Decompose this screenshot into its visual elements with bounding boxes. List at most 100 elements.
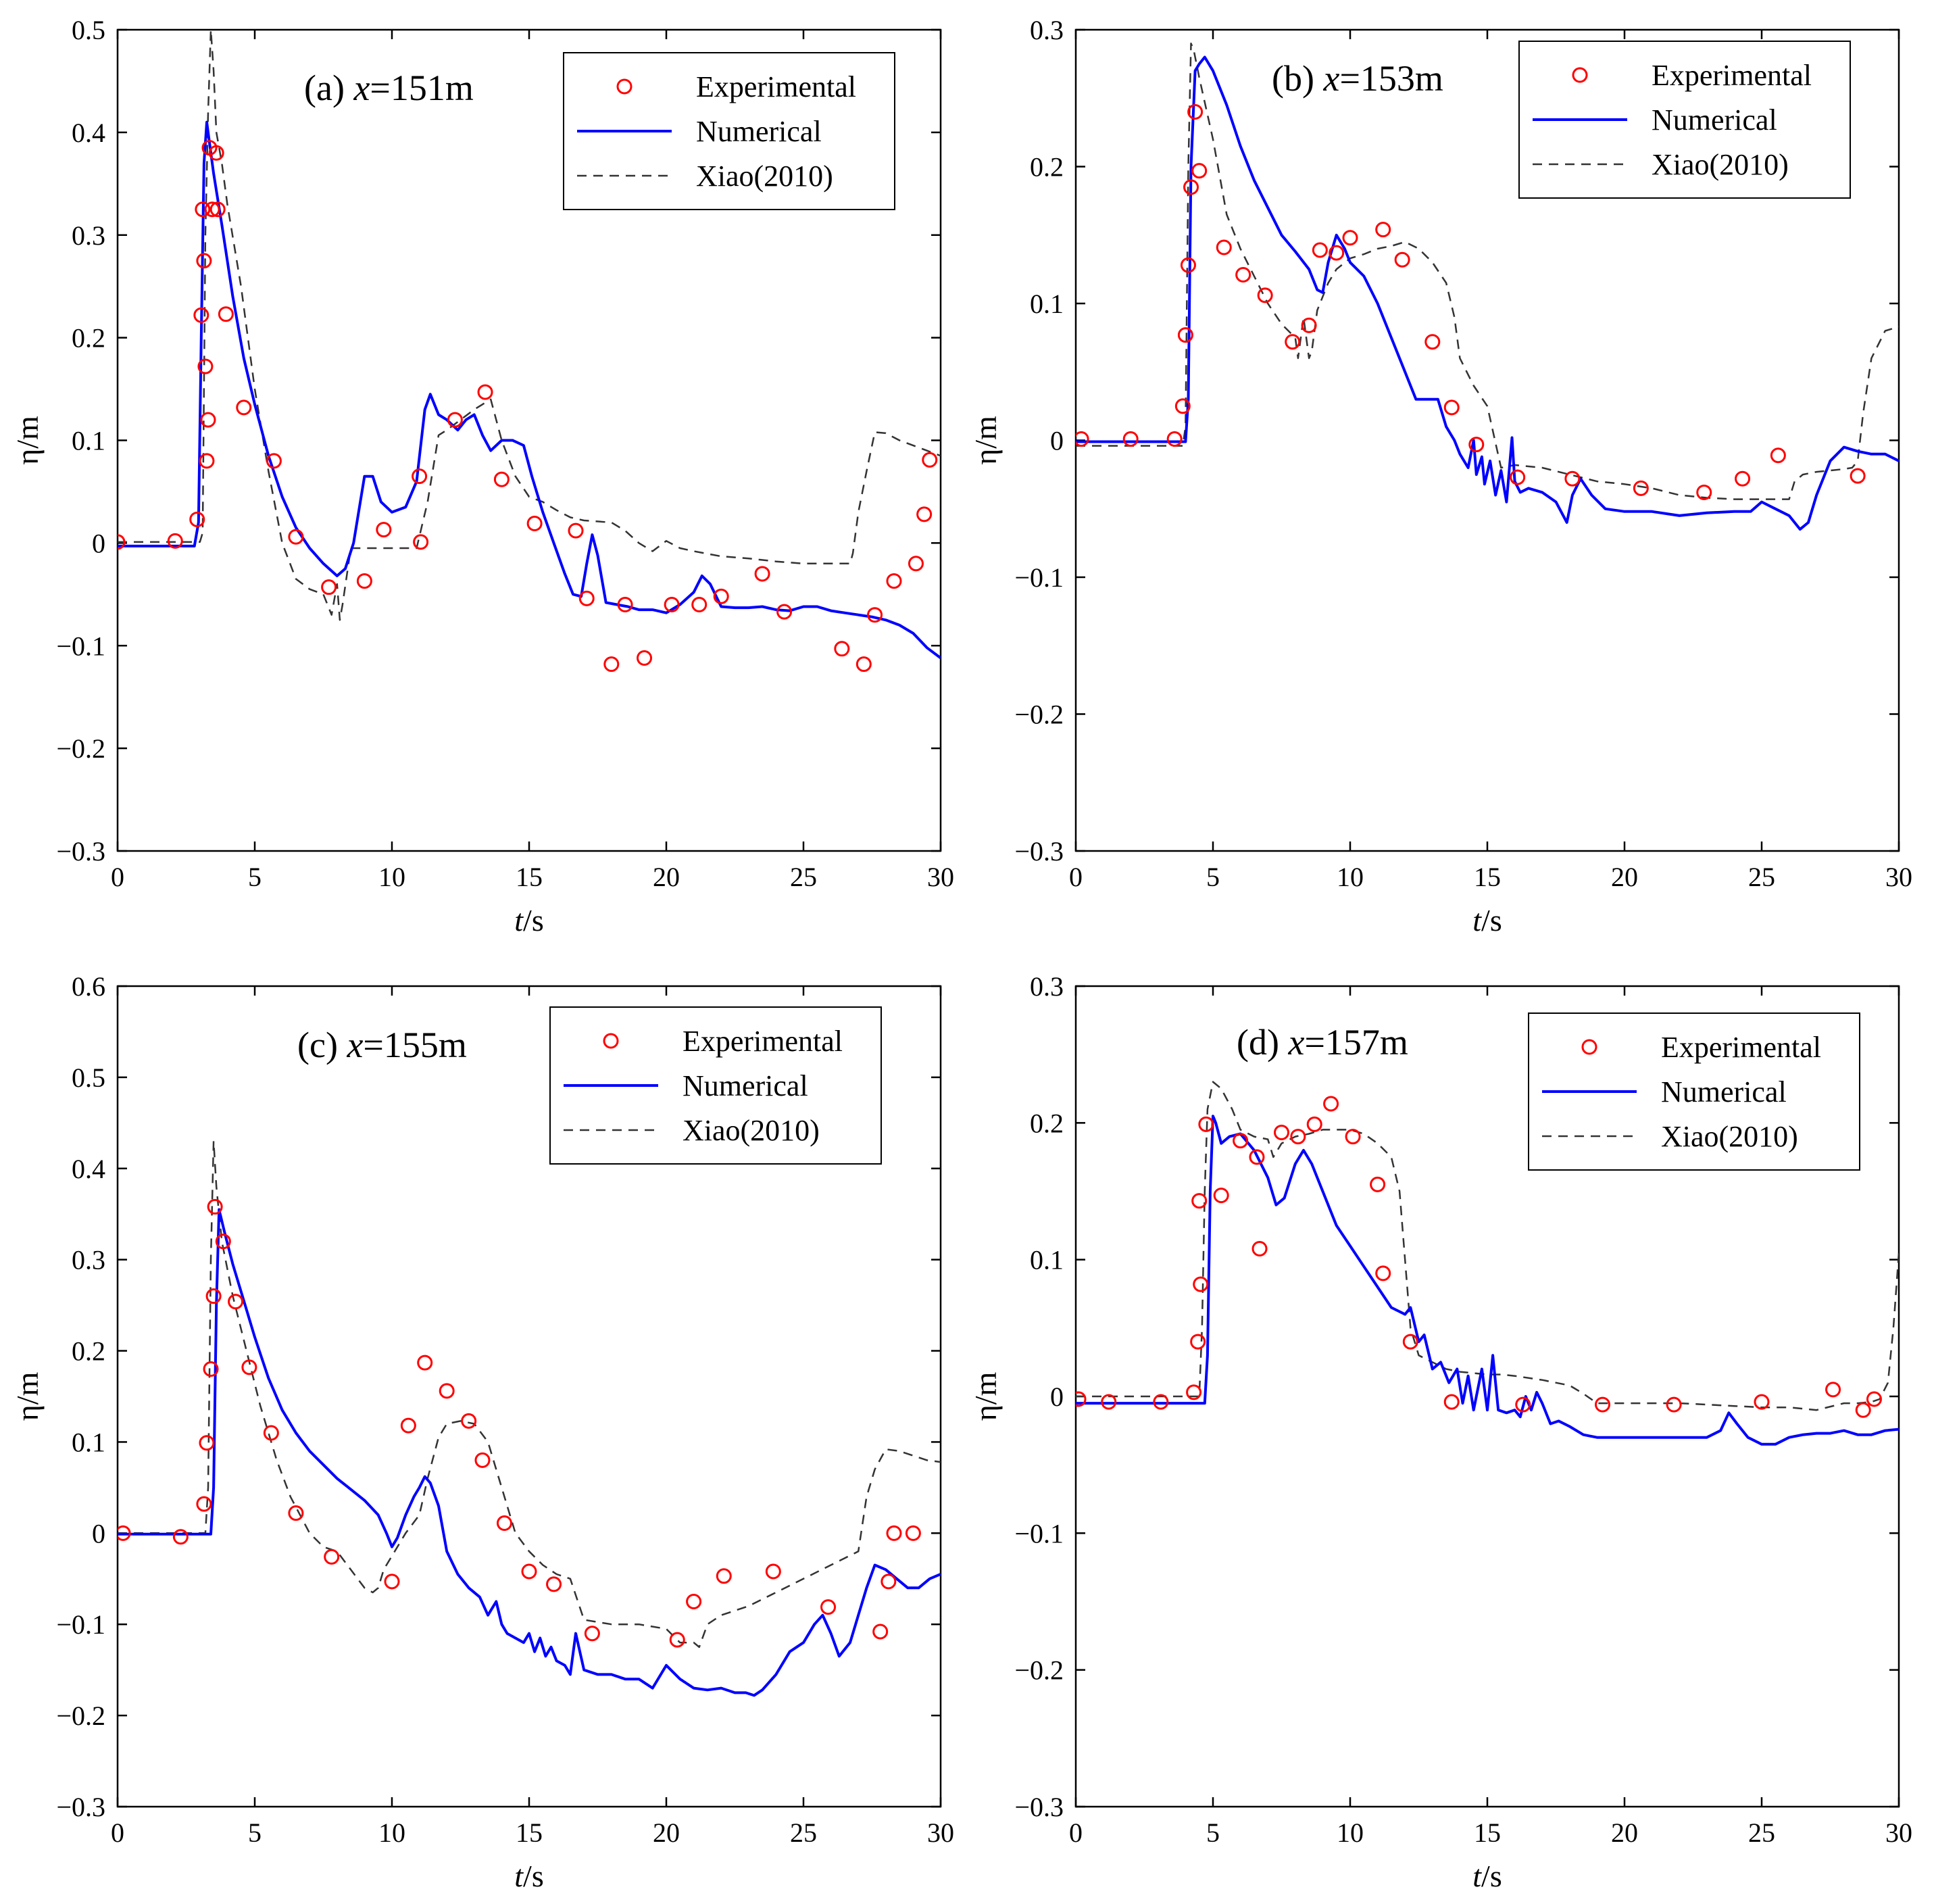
experimental-point bbox=[1290, 1129, 1306, 1145]
experimental-point bbox=[324, 1548, 340, 1565]
y-tick-label: −0.2 bbox=[1014, 700, 1064, 730]
x-tick-label: 5 bbox=[1206, 1817, 1220, 1848]
experimental-point bbox=[474, 1452, 491, 1468]
experimental-point bbox=[1257, 287, 1273, 303]
series-numerical-line bbox=[118, 120, 941, 660]
y-tick-label: −0.2 bbox=[56, 1701, 105, 1731]
x-axis-label: t/s bbox=[514, 903, 543, 937]
x-tick-label: 5 bbox=[248, 862, 262, 892]
y-axis-label: η/m bbox=[968, 416, 1003, 465]
series-xiao-line bbox=[1076, 1081, 1899, 1411]
experimental-point bbox=[1191, 163, 1208, 179]
experimental-point bbox=[1274, 1124, 1289, 1140]
experimental-point bbox=[1193, 1276, 1209, 1292]
y-tick-label: −0.3 bbox=[1014, 1792, 1064, 1822]
experimental-point bbox=[1216, 239, 1232, 255]
experimental-point bbox=[439, 1383, 455, 1399]
experimental-point bbox=[417, 1354, 433, 1371]
experimental-point bbox=[1825, 1382, 1841, 1398]
experimental-point bbox=[288, 529, 304, 545]
x-tick-label: 5 bbox=[248, 1817, 262, 1848]
legend-numerical-label: Numerical bbox=[1661, 1075, 1787, 1108]
experimental-point bbox=[1076, 431, 1089, 447]
experimental-point bbox=[1443, 1394, 1460, 1410]
experimental-point bbox=[209, 201, 226, 218]
experimental-point bbox=[1306, 1116, 1322, 1132]
experimental-point bbox=[1375, 222, 1391, 238]
experimental-point bbox=[1866, 1391, 1882, 1407]
experimental-point bbox=[200, 412, 216, 428]
experimental-point bbox=[1329, 245, 1345, 261]
experimental-point bbox=[1177, 327, 1193, 343]
experimental-point bbox=[1770, 447, 1786, 464]
experimental-point bbox=[637, 650, 653, 666]
x-tick-label: 0 bbox=[111, 1817, 124, 1848]
x-tick-label: 0 bbox=[1069, 1817, 1083, 1848]
experimental-point bbox=[288, 1505, 304, 1521]
y-tick-label: 0.2 bbox=[72, 1336, 105, 1367]
experimental-point bbox=[1402, 1334, 1418, 1350]
legend-xiao-label: Xiao(2010) bbox=[683, 1114, 820, 1147]
x-tick-label: 25 bbox=[1748, 1817, 1775, 1848]
experimental-point bbox=[1394, 251, 1410, 268]
plot-area bbox=[118, 1140, 941, 1697]
legend-numerical-label: Numerical bbox=[683, 1069, 808, 1102]
experimental-point bbox=[447, 412, 463, 428]
experimental-point bbox=[172, 1529, 189, 1545]
series-experimental bbox=[1076, 104, 1866, 500]
x-tick-label: 30 bbox=[927, 1817, 954, 1848]
experimental-point bbox=[1285, 334, 1301, 350]
legend-experimental-label: Experimental bbox=[683, 1025, 843, 1058]
experimental-point bbox=[526, 516, 543, 532]
legend-experimental-label: Experimental bbox=[696, 70, 856, 103]
y-tick-label: 0.2 bbox=[1030, 152, 1064, 182]
y-tick-label: 0.4 bbox=[72, 118, 105, 148]
experimental-point bbox=[412, 468, 428, 485]
experimental-point bbox=[872, 1624, 889, 1640]
experimental-point bbox=[207, 1198, 223, 1215]
experimental-point bbox=[1696, 484, 1712, 500]
x-tick-label: 0 bbox=[1069, 862, 1083, 892]
experimental-point bbox=[1101, 1394, 1117, 1410]
y-tick-label: 0.6 bbox=[72, 971, 105, 1002]
experimental-point bbox=[1370, 1176, 1386, 1192]
legend-xiao-label: Xiao(2010) bbox=[1661, 1120, 1798, 1153]
experimental-point bbox=[167, 533, 183, 549]
y-tick-label: −0.2 bbox=[1014, 1655, 1064, 1686]
experimental-point bbox=[856, 656, 872, 673]
y-axis-label: η/m bbox=[10, 416, 45, 465]
legend-xiao-label: Xiao(2010) bbox=[1652, 148, 1789, 181]
experimental-point bbox=[578, 590, 595, 606]
experimental-point bbox=[1166, 431, 1183, 447]
experimental-point bbox=[118, 534, 126, 550]
x-tick-label: 10 bbox=[1337, 1817, 1364, 1848]
panel-title: (c) x=155m bbox=[297, 1025, 467, 1065]
experimental-point bbox=[236, 399, 252, 416]
x-tick-label: 25 bbox=[790, 1817, 817, 1848]
experimental-point bbox=[1345, 1129, 1361, 1145]
x-tick-label: 25 bbox=[1748, 862, 1775, 892]
experimental-point bbox=[218, 306, 234, 322]
experimental-point bbox=[205, 1288, 222, 1304]
y-tick-label: 0 bbox=[92, 1518, 105, 1548]
y-tick-label: 0.2 bbox=[1030, 1108, 1064, 1138]
panel-title: (d) x=157m bbox=[1237, 1022, 1408, 1063]
experimental-point bbox=[356, 573, 372, 589]
experimental-point bbox=[1424, 334, 1441, 350]
y-axis-label: η/m bbox=[10, 1371, 45, 1421]
x-tick-label: 15 bbox=[516, 1817, 543, 1848]
panel-title: (b) x=153m bbox=[1272, 58, 1443, 99]
experimental-point bbox=[1235, 266, 1251, 283]
experimental-point bbox=[1213, 1188, 1229, 1204]
experimental-point bbox=[493, 471, 510, 487]
experimental-point bbox=[193, 307, 209, 323]
experimental-point bbox=[1754, 1394, 1770, 1410]
experimental-point bbox=[776, 604, 793, 620]
legend-experimental-marker bbox=[616, 78, 633, 95]
experimental-point bbox=[886, 573, 902, 589]
y-tick-label: 0.3 bbox=[72, 220, 105, 251]
legend: Experimental Numerical Xiao(2010) bbox=[1518, 41, 1851, 199]
experimental-point bbox=[1190, 1334, 1206, 1350]
experimental-point bbox=[867, 607, 883, 623]
experimental-point bbox=[196, 253, 212, 269]
